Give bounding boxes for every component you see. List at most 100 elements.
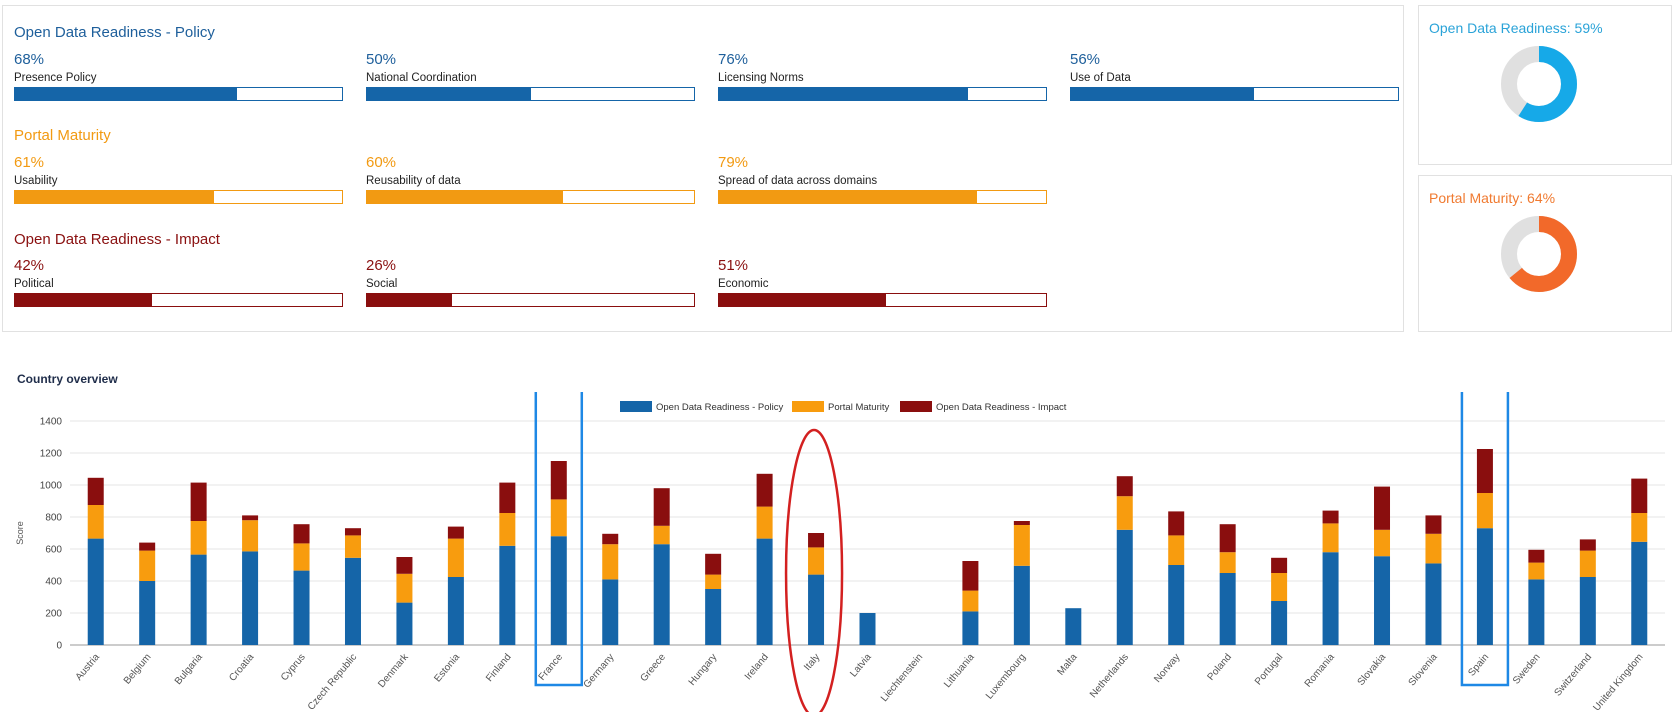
bar-segment[interactable] [1013,565,1030,645]
legend-swatch[interactable] [620,401,652,412]
bar-segment[interactable] [87,477,104,505]
bar-segment[interactable] [396,573,413,603]
legend-swatch[interactable] [792,401,824,412]
bar-segment[interactable] [1013,521,1030,525]
bar-segment[interactable] [1322,523,1339,553]
bar-segment[interactable] [550,499,567,537]
bar-segment[interactable] [1631,541,1648,645]
bar-segment[interactable] [1528,579,1545,645]
x-tick-label: Switzerland [1552,652,1594,699]
bar-segment[interactable] [499,545,516,645]
bar-segment[interactable] [808,574,825,645]
bar-segment[interactable] [190,482,207,521]
bar-segment[interactable] [1271,557,1288,573]
legend-swatch[interactable] [900,401,932,412]
bar-segment[interactable] [808,533,825,548]
bar-segment[interactable] [550,461,567,500]
x-tick-label: Croatia [227,652,256,684]
bar-segment[interactable] [1168,511,1185,536]
bar-segment[interactable] [190,554,207,645]
portal-donut-chart [1501,216,1577,292]
bar-segment[interactable] [1528,562,1545,580]
bar-segment[interactable] [1579,539,1596,551]
bar-segment[interactable] [293,543,310,571]
bar-segment[interactable] [499,482,516,513]
bar-segment[interactable] [705,574,722,589]
bar-segment[interactable] [756,473,773,507]
bar-segment[interactable] [1219,524,1236,553]
bar-segment[interactable] [293,524,310,544]
bar-segment[interactable] [1631,478,1648,513]
bar-segment[interactable] [808,547,825,575]
bar-segment[interactable] [1219,552,1236,573]
bar-segment[interactable] [1271,601,1288,645]
bar-segment[interactable] [705,553,722,575]
bar-segment[interactable] [1425,515,1442,534]
bar-segment[interactable] [1116,476,1133,497]
bar-segment[interactable] [1013,525,1030,566]
bar-segment[interactable] [1168,535,1185,565]
bar-segment[interactable] [1065,608,1082,645]
bar-segment[interactable] [756,538,773,645]
bar-segment[interactable] [1631,513,1648,542]
bar-segment[interactable] [1116,496,1133,530]
bar-segment[interactable] [1168,565,1185,645]
bar-segment[interactable] [87,538,104,645]
bar-segment[interactable] [293,570,310,645]
legend-label[interactable]: Open Data Readiness - Impact [936,402,1067,413]
bar-segment[interactable] [653,525,670,545]
bar-segment[interactable] [602,544,619,580]
bar-segment[interactable] [653,544,670,645]
bar-segment[interactable] [242,515,259,521]
bar-segment[interactable] [1528,549,1545,563]
bar-segment[interactable] [242,551,259,645]
bar-segment[interactable] [1374,529,1391,557]
bar-segment[interactable] [602,533,619,545]
y-tick-label: 1000 [40,481,63,492]
bar-segment[interactable] [962,561,979,591]
bar-segment[interactable] [859,613,876,645]
bar-segment[interactable] [344,535,361,558]
bar-segment[interactable] [344,528,361,536]
bar-segment[interactable] [447,526,464,539]
bar-segment[interactable] [653,488,670,526]
bar-segment[interactable] [1322,552,1339,645]
bar-segment[interactable] [602,579,619,645]
bar-segment[interactable] [1116,529,1133,645]
bar-segment[interactable] [139,550,156,581]
bar-segment[interactable] [344,557,361,645]
bar-segment[interactable] [499,513,516,546]
bar-segment[interactable] [1476,528,1493,645]
bar-segment[interactable] [190,521,207,555]
bar-segment[interactable] [242,520,259,552]
bar-segment[interactable] [1476,493,1493,529]
bar-segment[interactable] [1374,486,1391,530]
bar-segment[interactable] [1219,573,1236,645]
bar-segment[interactable] [396,602,413,645]
bar-segment[interactable] [1579,550,1596,577]
bar-segment[interactable] [447,538,464,577]
bar-segment[interactable] [447,577,464,645]
metric-progress-bar [14,87,343,101]
bar-segment[interactable] [550,536,567,645]
metric-label: Use of Data [1070,72,1131,84]
bar-segment[interactable] [1322,510,1339,524]
legend-label[interactable]: Portal Maturity [828,402,889,413]
legend-label[interactable]: Open Data Readiness - Policy [656,402,784,413]
bar-segment[interactable] [396,557,413,574]
bar-segment[interactable] [1271,573,1288,601]
bar-segment[interactable] [1374,556,1391,645]
bar-segment[interactable] [705,589,722,645]
bar-segment[interactable] [1425,533,1442,564]
bar-segment[interactable] [87,505,104,539]
bar-segment[interactable] [139,581,156,645]
bar-segment[interactable] [962,590,979,612]
portal-donut-title: Portal Maturity: 64% [1429,190,1556,206]
bar-segment[interactable] [756,506,773,539]
bar-segment[interactable] [1476,449,1493,493]
bar-segment[interactable] [962,611,979,645]
bar-segment[interactable] [1425,563,1442,645]
x-tick-label: Slovenia [1407,652,1440,689]
bar-segment[interactable] [1579,577,1596,645]
bar-segment[interactable] [139,542,156,551]
